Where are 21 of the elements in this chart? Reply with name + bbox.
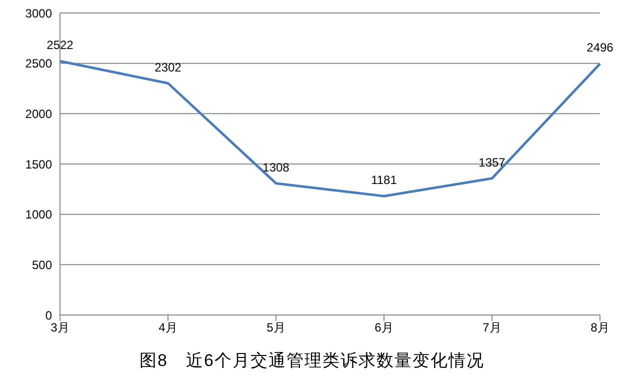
- x-tick-label: 7月: [482, 320, 502, 335]
- y-tick-label: 2500: [25, 56, 52, 71]
- y-tick-label: 0: [45, 308, 52, 322]
- y-tick-label: 2000: [25, 106, 52, 121]
- y-tick-label: 1500: [25, 157, 52, 172]
- x-tick-label: 3月: [50, 320, 70, 335]
- data-label: 1357: [478, 155, 506, 170]
- y-tick-label: 1000: [25, 208, 52, 222]
- text: 图8 近6个月交通管理类诉求数量变化情况: [138, 350, 486, 372]
- data-label: 2496: [586, 40, 614, 55]
- y-tick-label: 3000: [25, 6, 52, 20]
- x-tick-label: 4月: [158, 320, 178, 335]
- data-label: 2302: [154, 60, 182, 74]
- y-tick-label: 500: [32, 258, 52, 272]
- x-tick-label: 6月: [374, 320, 394, 335]
- data-label: 1308: [262, 160, 290, 174]
- data-label: 2522: [46, 38, 74, 52]
- data-label: 1181: [371, 173, 398, 188]
- line-series: [58, 60, 602, 198]
- x-tick-label: 5月: [266, 320, 286, 335]
- x-tick-label: 8月: [590, 320, 610, 335]
